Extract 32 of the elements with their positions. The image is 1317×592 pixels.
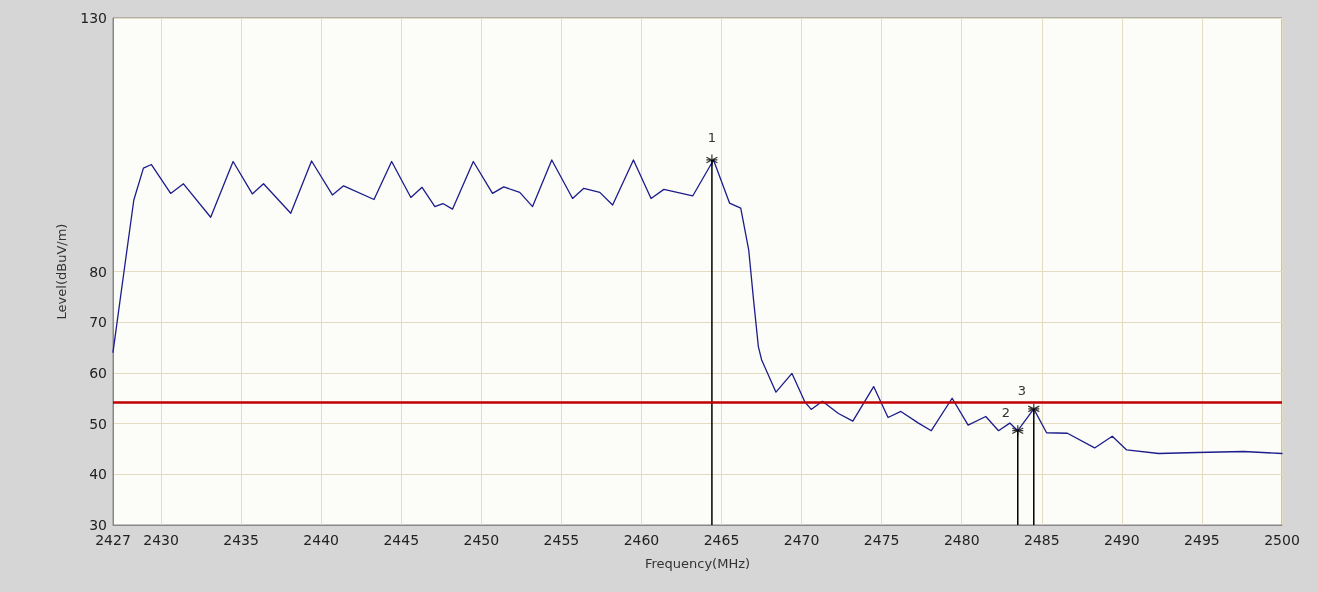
y-tick-label: 70 (89, 314, 107, 331)
x-tick-label: 2475 (863, 532, 900, 548)
y-tick-label: 40 (89, 466, 107, 483)
point (1027, 402, 1040, 415)
y-tick-label: 50 (89, 415, 107, 432)
y-axis-title: Level(dBuV/m) (54, 223, 69, 320)
x-tick-label: 2480 (943, 532, 980, 548)
x-tick-label: 2460 (623, 532, 660, 548)
y-tick-label: 30 (89, 517, 107, 533)
x-tick-label: 2435 (223, 532, 259, 548)
annotation: 2 (1001, 405, 1010, 421)
y-tick-label: 60 (89, 364, 107, 381)
x-tick-label: 2427 (95, 532, 131, 548)
x-tick-label: 2495 (1184, 532, 1220, 548)
y-tick-label: 80 (89, 263, 107, 280)
point (1011, 424, 1024, 437)
x-tick-label: 2470 (783, 532, 820, 548)
x-tick-label: 2485 (1023, 532, 1060, 548)
point (705, 153, 719, 167)
x-tick-label: 2465 (703, 532, 740, 548)
x-tick-label: 2445 (383, 532, 420, 548)
x-tick-label: 2450 (463, 532, 500, 548)
x-tick-label: 2490 (1104, 532, 1140, 548)
line-series (112, 159, 1283, 455)
x-tick-label: 2430 (143, 532, 179, 548)
y-tick-label: 130 (80, 10, 107, 26)
x-tick-label: 2500 (1264, 532, 1300, 548)
x-axis-title: Frequency(MHz) (644, 556, 751, 571)
annotation: 3 (1017, 383, 1026, 399)
annotation: 1 (707, 130, 717, 146)
x-tick-label: 2440 (303, 532, 339, 548)
x-tick-label: 2455 (543, 532, 580, 548)
